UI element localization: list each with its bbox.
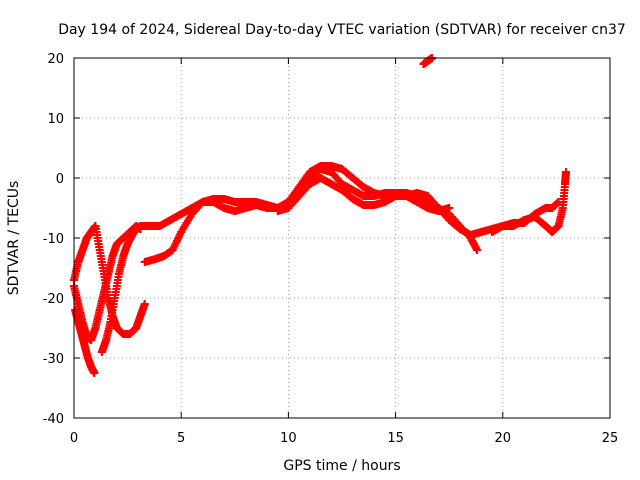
data-points [70,54,571,377]
series-track-g [488,168,571,236]
series-track-e [140,162,563,266]
tick-labels: 0 5 10 15 20 25 -40 -30 -20 -10 0 10 20 [43,52,619,446]
y-tick-label: -20 [43,292,64,307]
data-point-marker [445,204,454,212]
series-track-c [70,222,149,338]
x-tick-label: 10 [280,431,297,446]
y-tick-label: -10 [43,232,64,247]
series-track-b [71,306,99,377]
x-axis-label: GPS time / hours [283,458,400,474]
x-tick-label: 5 [177,431,185,446]
data-point-marker [140,300,149,308]
x-tick-label: 0 [70,431,78,446]
x-tick-label: 20 [495,431,512,446]
y-tick-label: -30 [43,352,64,367]
series-track-f [273,174,454,215]
y-tick-label: 20 [47,52,64,67]
y-tick-label: 0 [56,172,64,187]
grid [73,57,611,419]
y-axis-label: SDTVAR / TECUs [6,181,22,296]
x-tick-label: 15 [387,431,404,446]
plot-frame [73,57,611,419]
data-point-marker [473,246,482,254]
y-tick-label: -40 [43,412,64,427]
y-tick-label: 10 [47,112,64,127]
data-point-marker [562,168,571,176]
chart-title: Day 194 of 2024, Sidereal Day-to-day VTE… [58,22,626,38]
x-tick-label: 25 [602,431,619,446]
series-track-h [419,54,437,68]
data-point-marker [90,369,99,377]
